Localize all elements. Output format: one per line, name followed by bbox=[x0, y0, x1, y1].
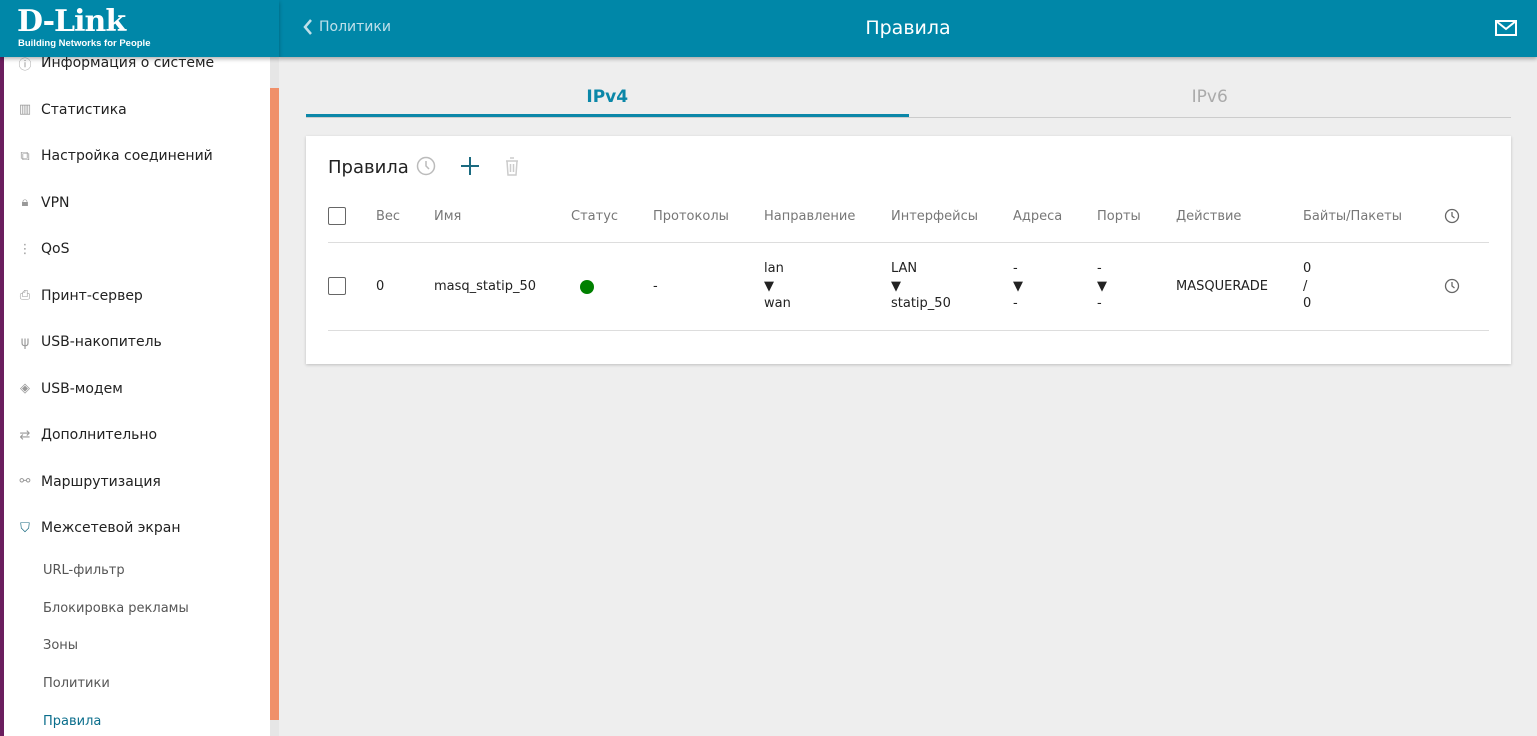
window-edge bbox=[0, 0, 4, 736]
bar-chart-icon: ▥ bbox=[18, 102, 32, 118]
sidebar-subitem[interactable]: URL-фильтр bbox=[43, 562, 125, 578]
row-checkbox[interactable] bbox=[328, 277, 346, 295]
clock-icon[interactable] bbox=[416, 156, 436, 176]
column-header: Адреса bbox=[1013, 209, 1063, 224]
rules-card: Правила Вес Имя Статус Протоколы Направление… bbox=[306, 136, 1511, 364]
status-indicator bbox=[580, 280, 594, 294]
sidebar-item-label: Маршрутизация bbox=[41, 473, 161, 490]
cell-weight: 0 bbox=[376, 279, 385, 294]
connections-icon: ⧉ bbox=[20, 148, 30, 164]
column-header: Порты bbox=[1097, 209, 1141, 224]
sidebar-item-label: Настройка соединений bbox=[41, 148, 213, 165]
printer-icon: ⎙ bbox=[19, 288, 31, 304]
sidebar-item-label: Дополнительно bbox=[41, 427, 158, 444]
sidebar-item[interactable]: ⓘ Информация о системе bbox=[4, 40, 270, 87]
column-header: Имя bbox=[434, 209, 462, 224]
cell-addresses: - ▼ - bbox=[1013, 261, 1023, 311]
sidebar-item[interactable]: 🔒︎ VPN bbox=[4, 180, 270, 227]
sidebar-item-label: Межсетевой экран bbox=[41, 520, 181, 537]
history-icon[interactable] bbox=[1444, 278, 1460, 294]
logo-tagline: Building Networks for People bbox=[18, 38, 151, 49]
column-header: Направление bbox=[764, 209, 856, 224]
sidebar-item-label: Статистика bbox=[41, 101, 127, 118]
modem-icon: ◈ bbox=[20, 381, 30, 397]
sidebar-item[interactable]: ▥ Статистика bbox=[4, 87, 270, 134]
divider bbox=[328, 330, 1489, 331]
mail-icon[interactable] bbox=[1495, 20, 1517, 36]
sidebar-item[interactable]: ◈ USB-модем bbox=[4, 366, 270, 413]
cell-action: MASQUERADE bbox=[1176, 279, 1268, 294]
arrows-icon: ⇄ bbox=[19, 427, 31, 443]
sidebar-item[interactable]: ⧉ Настройка соединений bbox=[4, 133, 270, 180]
divider bbox=[328, 242, 1489, 243]
sidebar-scrollbar-thumb[interactable] bbox=[270, 88, 279, 720]
history-icon[interactable] bbox=[1444, 208, 1460, 224]
chevron-left-icon bbox=[303, 19, 312, 35]
logo[interactable]: D-Link Building Networks for People bbox=[0, 0, 279, 57]
column-header: Интерфейсы bbox=[891, 209, 979, 224]
sidebar-item-label: QoS bbox=[41, 241, 70, 258]
back-button[interactable]: Политики bbox=[303, 19, 391, 35]
sidebar-item-label: Принт-сервер bbox=[41, 287, 143, 304]
usb-icon: ψ bbox=[20, 334, 30, 350]
cell-direction: lan ▼ wan bbox=[764, 261, 791, 311]
column-header: Статус bbox=[571, 209, 619, 224]
ip-tabs: IPv4 IPv6 bbox=[306, 80, 1511, 118]
routing-icon: ⚯ bbox=[19, 474, 31, 490]
sidebar-subitem[interactable]: Блокировка рекламы bbox=[43, 600, 189, 616]
sidebar-subitem[interactable]: Зоны bbox=[43, 638, 79, 654]
sidebar-subitem[interactable]: Политики bbox=[43, 675, 110, 691]
info-icon: ⓘ bbox=[18, 57, 32, 73]
add-icon[interactable] bbox=[460, 156, 480, 176]
tab-ipv4[interactable]: IPv4 bbox=[306, 80, 909, 117]
column-header: Байты/Пакеты bbox=[1303, 209, 1402, 224]
shield-icon: ⛉ bbox=[20, 520, 30, 536]
cell-protocols: - bbox=[653, 279, 658, 294]
logo-text: D-Link bbox=[17, 4, 126, 39]
sidebar-item-label: USB-модем bbox=[41, 380, 123, 397]
sidebar-item-label: USB-накопитель bbox=[41, 334, 162, 351]
cell-interfaces: LAN ▼ statip_50 bbox=[891, 261, 951, 311]
sidebar: ⓘ Информация о системе ▥ Статистика ⧉ Настрой… bbox=[4, 0, 270, 736]
card-title: Правила bbox=[328, 157, 409, 178]
sidebar-subitem[interactable]: Правила bbox=[43, 713, 102, 729]
sidebar-item[interactable]: ⛉ Межсетевой экран bbox=[4, 505, 270, 552]
cell-ports: - ▼ - bbox=[1097, 261, 1107, 311]
sidebar-item[interactable]: ψ USB-накопитель bbox=[4, 319, 270, 366]
sidebar-item[interactable]: ⇄ Дополнительно bbox=[4, 412, 270, 459]
sidebar-item[interactable]: ⎙ Принт-сервер bbox=[4, 273, 270, 320]
trash-icon[interactable] bbox=[504, 156, 520, 176]
header: Политики Правила bbox=[279, 0, 1537, 57]
select-all-checkbox[interactable] bbox=[328, 207, 346, 225]
sidebar-item[interactable]: ⋮ QoS bbox=[4, 226, 270, 273]
column-header: Действие bbox=[1176, 209, 1242, 224]
lock-icon: 🔒︎ bbox=[21, 195, 29, 211]
sidebar-item-label: Информация о системе bbox=[41, 55, 215, 72]
back-label: Политики bbox=[319, 19, 391, 35]
page-title: Правила bbox=[865, 17, 951, 39]
sidebar-item-label: VPN bbox=[41, 194, 70, 211]
cell-name: masq_statip_50 bbox=[434, 279, 536, 294]
qos-icon: ⋮ bbox=[18, 241, 32, 257]
sidebar-item[interactable]: ⚯ Маршрутизация bbox=[4, 459, 270, 506]
column-header: Вес bbox=[376, 209, 401, 224]
cell-bytes-packets: 0/0 bbox=[1303, 261, 1312, 311]
column-header: Протоколы bbox=[653, 209, 729, 224]
tab-ipv6[interactable]: IPv6 bbox=[1191, 87, 1228, 107]
